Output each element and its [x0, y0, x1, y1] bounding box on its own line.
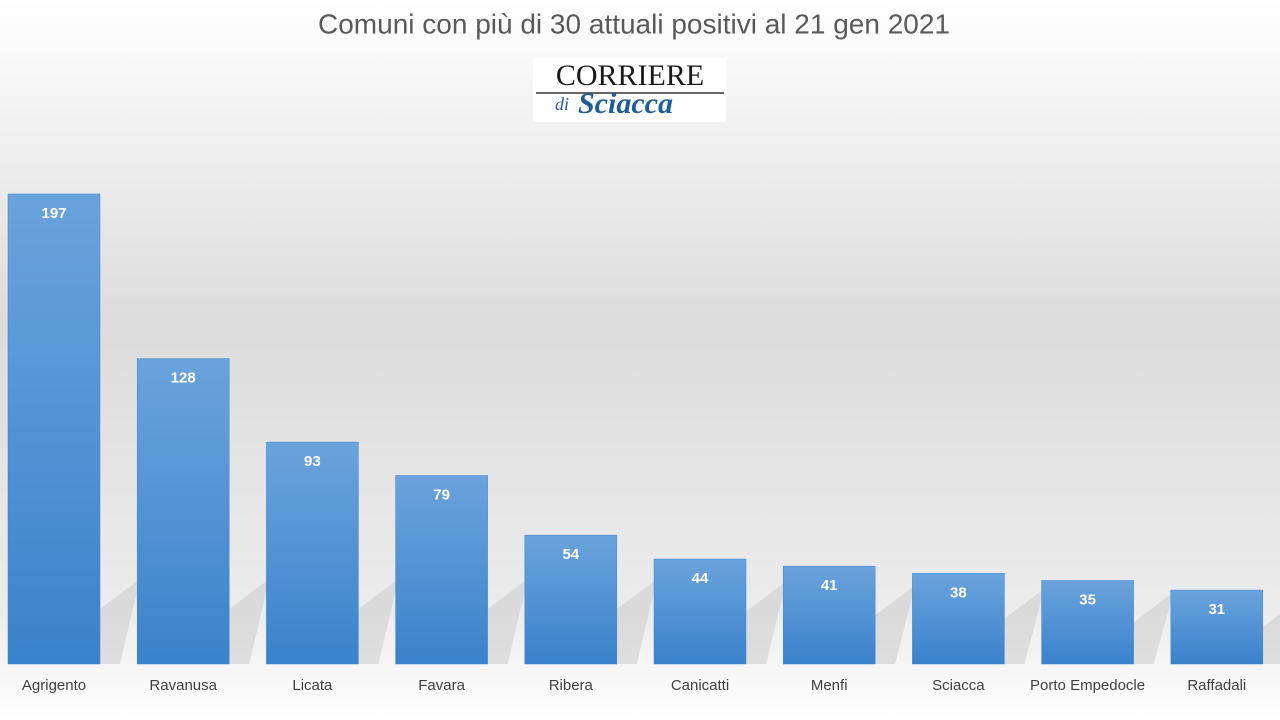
data-label: 54 — [562, 546, 579, 563]
bar — [1170, 589, 1264, 665]
bar — [782, 565, 876, 665]
bar-shadow — [229, 579, 270, 664]
x-tick-label: Licata — [292, 677, 333, 694]
x-tick-label: Favara — [418, 677, 465, 694]
x-tick-label: Ribera — [549, 677, 594, 694]
x-tick-label: Porto Empedocle — [1030, 677, 1145, 694]
logo-top: CORRIERE — [556, 59, 704, 92]
data-label: 35 — [1079, 591, 1096, 608]
bar — [912, 573, 1005, 665]
x-tick-label: Ravanusa — [149, 677, 217, 694]
logo-di: di — [555, 94, 569, 114]
x-tick-label: Canicatti — [671, 677, 729, 694]
bar-shadow — [1133, 592, 1174, 664]
data-label: 44 — [692, 570, 709, 587]
logo: CORRIERE di Sciacca — [533, 58, 726, 122]
bar — [7, 193, 101, 665]
bar-shadow — [875, 585, 916, 664]
bar — [1041, 580, 1134, 665]
bar-shadow — [487, 579, 528, 664]
logo-name: Sciacca — [578, 87, 673, 120]
bar — [266, 441, 359, 665]
bar — [136, 358, 230, 665]
bar-shadow — [1004, 588, 1045, 664]
data-label: 41 — [821, 577, 838, 594]
chart-title: Comuni con più di 30 attuali positivi al… — [318, 8, 950, 39]
data-label: 79 — [433, 486, 450, 503]
bar — [653, 558, 747, 665]
bar — [524, 534, 618, 665]
x-tick-label: Sciacca — [932, 677, 985, 694]
data-label: 31 — [1208, 601, 1225, 618]
data-label: 93 — [304, 453, 321, 470]
bar-shadow — [358, 579, 399, 664]
data-label: 197 — [41, 205, 66, 222]
data-label: 38 — [950, 584, 967, 601]
x-tick-label: Raffadali — [1187, 677, 1246, 694]
logo-box — [533, 58, 726, 122]
x-tick-label: Menfi — [811, 677, 848, 694]
bar-shadow — [746, 581, 786, 664]
bar-shadow — [616, 579, 657, 664]
x-tick-label: Agrigento — [22, 677, 86, 694]
bar-shadow — [1262, 614, 1280, 664]
bar-shadow — [100, 579, 140, 664]
data-label: 128 — [171, 370, 196, 387]
bar — [395, 475, 488, 665]
